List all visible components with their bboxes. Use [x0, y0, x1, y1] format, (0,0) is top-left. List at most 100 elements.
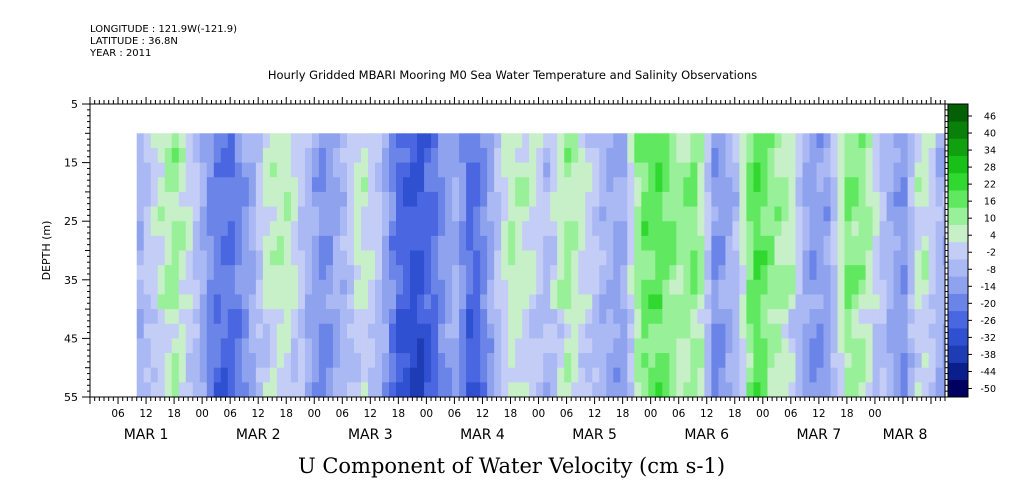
heatmap-cell — [746, 191, 755, 208]
heatmap-cell — [136, 177, 145, 193]
heatmap-cell — [942, 191, 946, 208]
heatmap-cell — [781, 206, 790, 222]
heatmap-cell — [823, 133, 832, 149]
colorbar-label: -44 — [980, 367, 996, 378]
heatmap-cell — [725, 250, 734, 266]
heatmap-cell — [788, 338, 797, 354]
heatmap-cell — [760, 338, 769, 354]
heatmap-cell — [942, 353, 946, 369]
heatmap-cell — [473, 367, 481, 383]
heatmap-cell — [753, 309, 762, 325]
heatmap-cell — [872, 338, 881, 354]
heatmap-cell — [536, 323, 544, 339]
heatmap-cell — [382, 235, 390, 252]
heatmap-cell — [522, 309, 530, 325]
heatmap-cell — [452, 221, 460, 237]
heatmap-cell — [844, 250, 853, 266]
heatmap-cell — [459, 338, 467, 354]
heatmap-cell — [753, 162, 762, 178]
heatmap-cell — [459, 265, 467, 281]
heatmap-cell — [311, 147, 320, 164]
heatmap-cell — [157, 206, 166, 222]
heatmap-cell — [360, 382, 369, 398]
heatmap-cell — [655, 382, 663, 398]
heatmap-cell — [339, 177, 348, 193]
heatmap-cell — [578, 235, 586, 252]
heatmap-cell — [501, 235, 509, 252]
heatmap-cell — [234, 133, 243, 149]
heatmap-cell — [788, 265, 797, 281]
heatmap-cell — [529, 235, 537, 252]
heatmap-cell — [234, 191, 243, 208]
heatmap-cell — [213, 133, 222, 149]
heatmap-cell — [164, 265, 173, 281]
heatmap-cell — [304, 265, 313, 281]
heatmap-cell — [557, 250, 565, 266]
x-hour-label: 06 — [111, 408, 125, 420]
heatmap-cell — [858, 279, 867, 296]
heatmap-cell — [304, 177, 313, 193]
x-hour-label: 18 — [504, 408, 517, 420]
heatmap-cell — [515, 162, 523, 178]
heatmap-cell — [781, 323, 790, 339]
heatmap-cell — [206, 323, 215, 339]
heatmap-cell — [809, 323, 818, 339]
heatmap-cell — [459, 162, 467, 178]
heatmap-cell — [192, 235, 201, 252]
heatmap-cell — [269, 250, 278, 266]
heatmap-cell — [403, 323, 411, 339]
heatmap-cell — [865, 235, 874, 252]
heatmap-cell — [837, 309, 846, 325]
heatmap-cell — [318, 162, 327, 178]
heatmap-cell — [410, 250, 418, 266]
heatmap-cell — [192, 338, 201, 354]
heatmap-cell — [466, 177, 474, 193]
heatmap-cell — [816, 133, 825, 149]
heatmap-cell — [690, 147, 698, 164]
heatmap-cell — [262, 382, 271, 398]
heatmap-cell — [753, 367, 762, 383]
heatmap-cell — [424, 382, 432, 398]
heatmap-cell — [599, 235, 607, 252]
heatmap-cell — [886, 191, 895, 208]
heatmap-cell — [648, 323, 656, 339]
heatmap-cell — [318, 250, 327, 266]
heatmap-cell — [851, 191, 860, 208]
heatmap-cell — [711, 294, 719, 310]
heatmap-cell — [851, 162, 860, 178]
heatmap-cell — [494, 338, 502, 354]
heatmap-cell — [620, 265, 628, 281]
heatmap-cell — [816, 206, 825, 222]
heatmap-cell — [339, 294, 348, 310]
heatmap-cell — [613, 294, 621, 310]
heatmap-cell — [276, 265, 285, 281]
heatmap-cell — [690, 221, 698, 237]
heatmap-cell — [844, 206, 853, 222]
heatmap-cell — [396, 309, 404, 325]
heatmap-cell — [318, 133, 327, 149]
heatmap-cell — [627, 235, 635, 252]
heatmap-cell — [171, 191, 180, 208]
heatmap-cell — [480, 250, 488, 266]
heatmap-cell — [213, 382, 222, 398]
heatmap-cell — [571, 309, 579, 325]
heatmap-cell — [739, 250, 748, 266]
heatmap-cell — [928, 162, 937, 178]
heatmap-cell — [788, 382, 797, 398]
heatmap-cell — [928, 235, 937, 252]
heatmap-cell — [739, 338, 748, 354]
heatmap-cell — [536, 191, 544, 208]
heatmap-cell — [213, 338, 222, 354]
heatmap-cell — [592, 206, 600, 222]
heatmap-cell — [557, 221, 565, 237]
heatmap-cell — [297, 133, 306, 149]
heatmap-cell — [557, 133, 565, 149]
heatmap-cell — [487, 367, 495, 383]
y-tick-label: 35 — [64, 274, 78, 287]
heatmap-cell — [809, 265, 818, 281]
heatmap-cell — [697, 206, 705, 222]
heatmap-cell — [290, 265, 299, 281]
heatmap-cell — [893, 294, 902, 310]
heatmap-cell — [262, 133, 271, 149]
heatmap-cell — [234, 206, 243, 222]
